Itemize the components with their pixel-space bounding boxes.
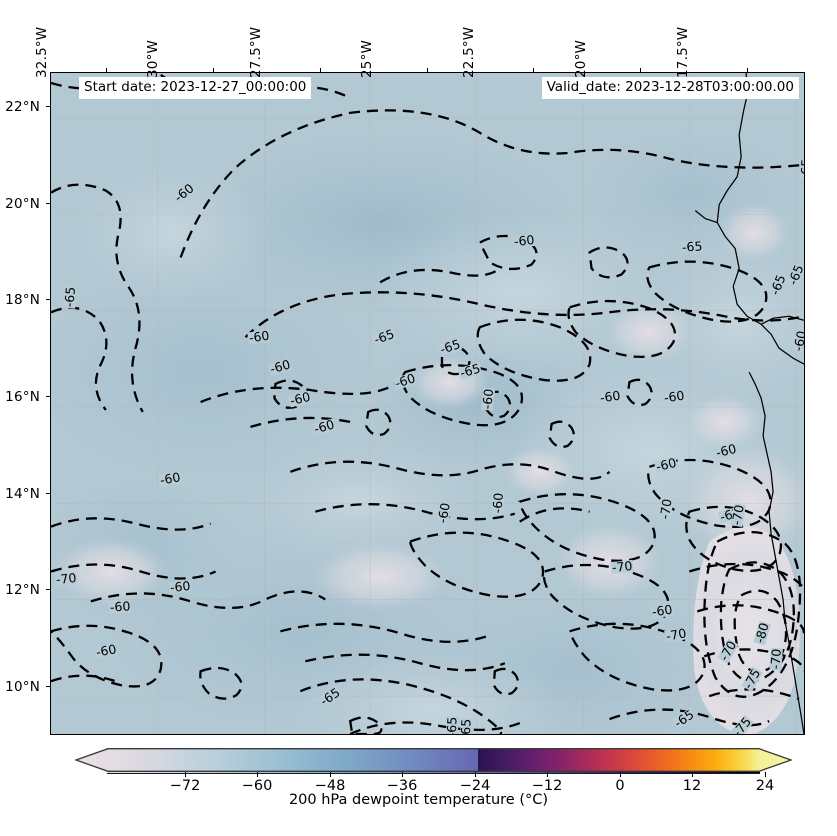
contour-label: -65 [458, 717, 474, 734]
contour-label: -70 [728, 502, 747, 528]
cbtick-label-6: 0 [615, 778, 625, 794]
coastline [694, 73, 804, 734]
xtick-mark [747, 68, 749, 72]
cbtick-label-0: −72 [169, 778, 201, 794]
ytick-mark [46, 493, 50, 495]
cbtick-label-3: −36 [386, 778, 418, 794]
xtick-mark [213, 68, 215, 72]
contour-label: -60 [94, 641, 119, 660]
cbtick-label-2: −48 [314, 778, 346, 794]
contour-label: -60 [598, 387, 623, 406]
ytick-mark [46, 396, 50, 398]
cbtick-label-1: −60 [241, 778, 273, 794]
cbtick-label-8: 24 [755, 778, 775, 794]
contour-label: -60 [662, 387, 687, 406]
contour-label: -60 [247, 327, 272, 346]
ytick-label-12N: 12°N [5, 582, 40, 598]
xtick-label-4: 22.5°W [461, 26, 477, 78]
ytick-mark [46, 589, 50, 591]
xtick-mark [640, 68, 642, 72]
contour-fill-field [51, 73, 804, 734]
ytick-label-18N: 18°N [5, 292, 40, 308]
contour-label: -70 [54, 569, 78, 588]
cbtick-label-5: −12 [531, 778, 563, 794]
cbtick-mark [330, 772, 332, 777]
contour-label: -70 [610, 557, 634, 576]
colorbar-extend-min-arrow [75, 748, 108, 772]
contour-lines [51, 74, 804, 734]
cbtick-mark [547, 772, 549, 777]
ytick-mark [46, 203, 50, 205]
cbtick-mark [475, 772, 477, 777]
contour-label: -60 [489, 491, 506, 515]
ytick-mark [46, 106, 50, 108]
contour-label: -60 [479, 387, 497, 411]
contour-label: -65 [61, 285, 79, 309]
ytick-mark [46, 686, 50, 688]
xtick-label-2: 27.5°W [248, 26, 264, 78]
contour-label: -60 [158, 469, 183, 488]
cbtick-mark [185, 772, 187, 777]
xtick-mark [106, 68, 108, 72]
cbtick-label-7: 12 [682, 778, 702, 794]
xtick-label-6: 17.5°W [675, 26, 691, 78]
xtick-label-1: 30°W [145, 39, 161, 78]
xtick-label-3: 25°W [359, 39, 375, 78]
colorbar-warm-segment [478, 748, 760, 772]
contour-label: -65 [444, 715, 460, 734]
cbtick-mark [402, 772, 404, 777]
map-axes[interactable]: -60 -60 -65 -60 -65 -60 -65 -60 -60 -60 -65 -70 -60 -… [50, 72, 805, 735]
contour-label: -60 [108, 598, 132, 615]
ytick-label-20N: 20°N [5, 196, 40, 212]
xtick-mark [427, 68, 429, 72]
contour-label: -60 [790, 328, 804, 354]
colorbar-extend-max-arrow [759, 748, 792, 772]
contour-label: -65 [798, 157, 804, 181]
start-date-label: Start date: 2023-12-27_00:00:00 [79, 76, 312, 99]
ytick-label-22N: 22°N [5, 99, 40, 115]
xtick-label-0: 32.5°W [34, 26, 50, 78]
cbtick-label-4: −24 [459, 778, 491, 794]
colorbar-axis-label: 200 hPa dewpoint temperature (°C) [288, 792, 549, 808]
valid-date-label: Valid_date: 2023-12-28T03:00:00.00 [541, 76, 799, 99]
contour-label: -65 [680, 238, 704, 255]
xtick-mark [533, 68, 535, 72]
ytick-label-10N: 10°N [5, 679, 40, 695]
ytick-label-16N: 16°N [5, 389, 40, 405]
xtick-mark [320, 68, 322, 72]
ytick-mark [46, 299, 50, 301]
contour-label: -70 [656, 497, 675, 521]
contour-label: -70 [767, 647, 784, 671]
colorbar[interactable]: −72 −60 −48 −36 −24 −12 0 12 24 [75, 748, 792, 794]
contour-label: -70 [664, 625, 689, 644]
cbtick-mark [692, 772, 694, 777]
contour-label: -60 [434, 500, 453, 526]
contour-label: -60 [512, 231, 536, 250]
graticule [51, 73, 804, 734]
contour-label: -60 [650, 601, 675, 620]
contour-label: -60 [168, 577, 192, 596]
xtick-label-5: 20°W [573, 39, 589, 78]
cbtick-mark [765, 772, 767, 777]
cbtick-mark [620, 772, 622, 777]
map-svg [51, 73, 804, 734]
ytick-label-14N: 14°N [5, 486, 40, 502]
cbtick-mark [257, 772, 259, 777]
